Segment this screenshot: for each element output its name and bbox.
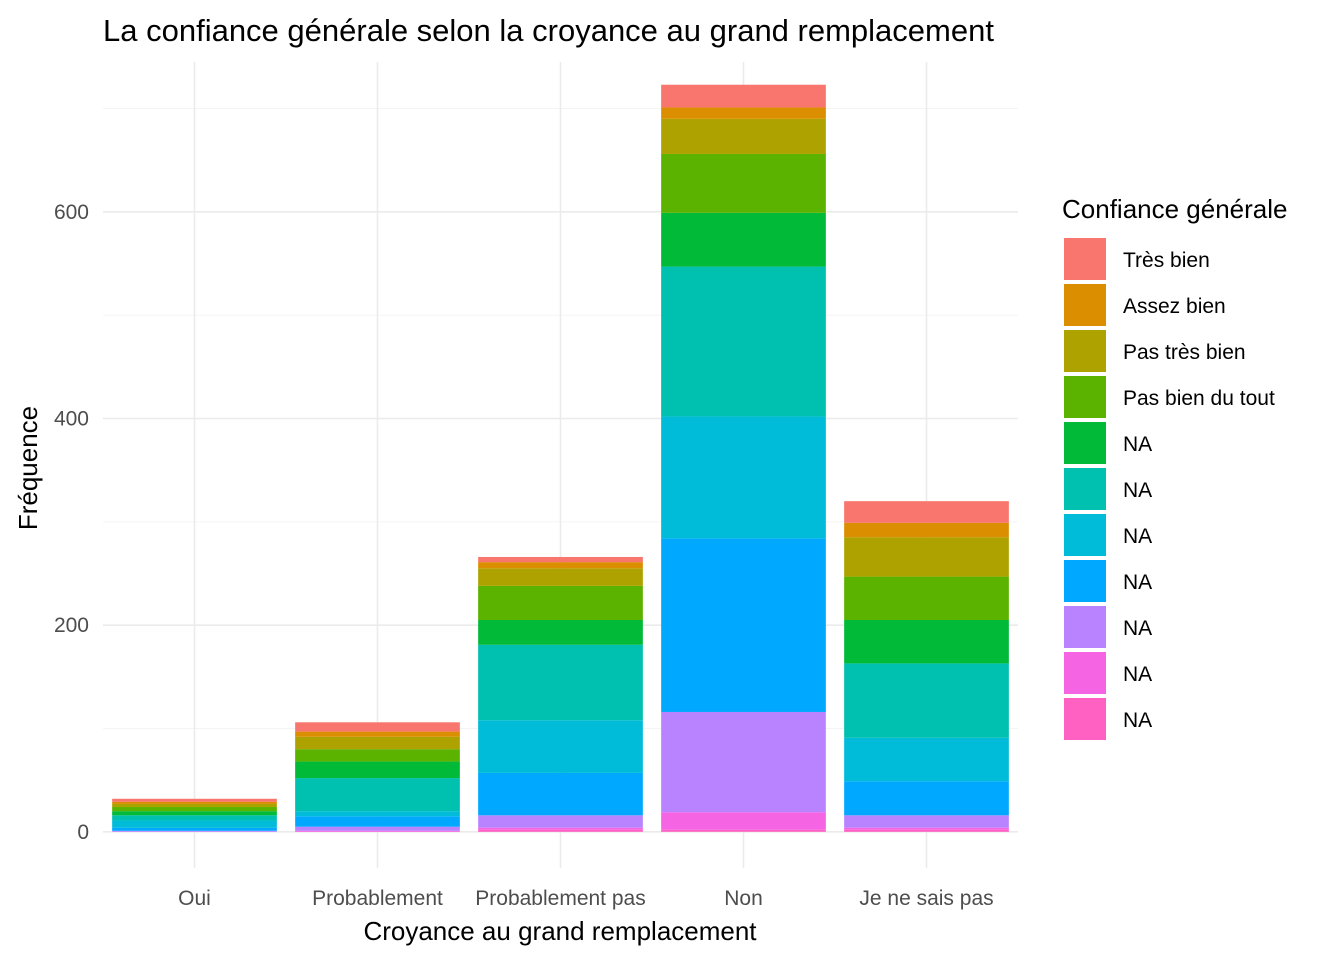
bar-segment	[295, 778, 460, 812]
bar-segment	[844, 620, 1009, 664]
bar-segment	[661, 538, 826, 712]
bar-segment	[478, 585, 643, 620]
legend-label: NA	[1123, 479, 1152, 502]
x-axis-title: Croyance au grand remplacement	[363, 916, 757, 946]
bars-layer	[112, 84, 1009, 832]
bar-segment	[844, 501, 1009, 523]
bar-segment	[661, 416, 826, 539]
x-tick-label: Non	[724, 887, 763, 910]
legend-key	[1064, 652, 1106, 694]
bar-segment	[295, 761, 460, 779]
bar-segment	[295, 816, 460, 827]
x-tick-label: Oui	[178, 887, 211, 910]
bar-segment	[844, 815, 1009, 828]
bar-segment	[478, 720, 643, 773]
y-axis-title: Fréquence	[13, 406, 43, 530]
x-tick-label: Probablement	[312, 887, 443, 910]
axis-layer: 0 200 400 600 Oui Probablement Probablement pa…	[54, 201, 994, 910]
legend-label: NA	[1123, 571, 1152, 594]
bar-segment	[478, 620, 643, 645]
legend-label: Très bien	[1123, 249, 1210, 272]
legend-key	[1064, 376, 1106, 418]
bar-segment	[295, 749, 460, 762]
legend-label: Assez bien	[1123, 295, 1226, 318]
x-tick-label: Je ne sais pas	[859, 887, 993, 910]
legend-key	[1064, 514, 1106, 556]
bar-segment	[478, 562, 643, 569]
legend-key	[1064, 330, 1106, 372]
bar-segment	[478, 829, 643, 832]
bar-segment	[295, 826, 460, 831]
x-tick-label: Probablement pas	[475, 887, 645, 910]
bar-segment	[844, 522, 1009, 538]
legend-key	[1064, 606, 1106, 648]
bar-segment	[112, 820, 277, 828]
bar-segment	[844, 576, 1009, 620]
bar-segment	[844, 537, 1009, 577]
bar-segment	[295, 811, 460, 817]
bar-segment	[478, 772, 643, 816]
legend-key	[1064, 238, 1106, 280]
legend-key	[1064, 422, 1106, 464]
legend-key	[1064, 698, 1106, 740]
bar-segment	[844, 827, 1009, 830]
bar-segment	[661, 829, 826, 832]
bar-segment	[661, 212, 826, 267]
legend-key	[1064, 560, 1106, 602]
legend-key	[1064, 468, 1106, 510]
bar-segment	[844, 737, 1009, 782]
bar-segment	[478, 815, 643, 828]
bar-segment	[844, 663, 1009, 738]
bar-segment	[661, 118, 826, 154]
bar-segment	[112, 811, 277, 816]
bar-segment	[112, 798, 277, 802]
bar-segment	[295, 731, 460, 737]
bar-segment	[844, 829, 1009, 832]
bar-segment	[661, 107, 826, 119]
bar-segment	[112, 815, 277, 821]
bar-segment	[295, 830, 460, 832]
legend-key	[1064, 284, 1106, 326]
bar-segment	[844, 781, 1009, 816]
y-tick-label: 0	[77, 821, 89, 844]
y-tick-label: 400	[54, 408, 89, 431]
bar-segment	[478, 644, 643, 721]
legend-label: Pas bien du tout	[1123, 387, 1275, 410]
legend-label: NA	[1123, 617, 1152, 640]
bar-segment	[295, 736, 460, 750]
bar-segment	[112, 801, 277, 804]
y-tick-label: 200	[54, 614, 89, 637]
legend: Confiance générale Très bien Assez bien Pa…	[1062, 194, 1288, 740]
bar-segment	[112, 803, 277, 808]
bar-segment	[661, 711, 826, 813]
bar-segment	[478, 827, 643, 830]
bar-segment	[112, 830, 277, 832]
bar-segment	[112, 807, 277, 812]
chart-title: La confiance générale selon la croyance …	[103, 13, 994, 48]
bar-segment	[661, 812, 826, 830]
bar-segment	[661, 84, 826, 108]
bar-segment	[478, 568, 643, 586]
bar-segment	[661, 266, 826, 417]
bar-segment	[112, 827, 277, 831]
legend-title: Confiance générale	[1062, 194, 1288, 224]
legend-label: NA	[1123, 433, 1152, 456]
bar-segment	[478, 556, 643, 563]
legend-label: NA	[1123, 709, 1152, 732]
bar-segment	[295, 722, 460, 732]
bar-segment	[661, 153, 826, 213]
legend-label: NA	[1123, 525, 1152, 548]
legend-label: NA	[1123, 663, 1152, 686]
legend-label: Pas très bien	[1123, 341, 1246, 364]
y-tick-label: 600	[54, 201, 89, 224]
